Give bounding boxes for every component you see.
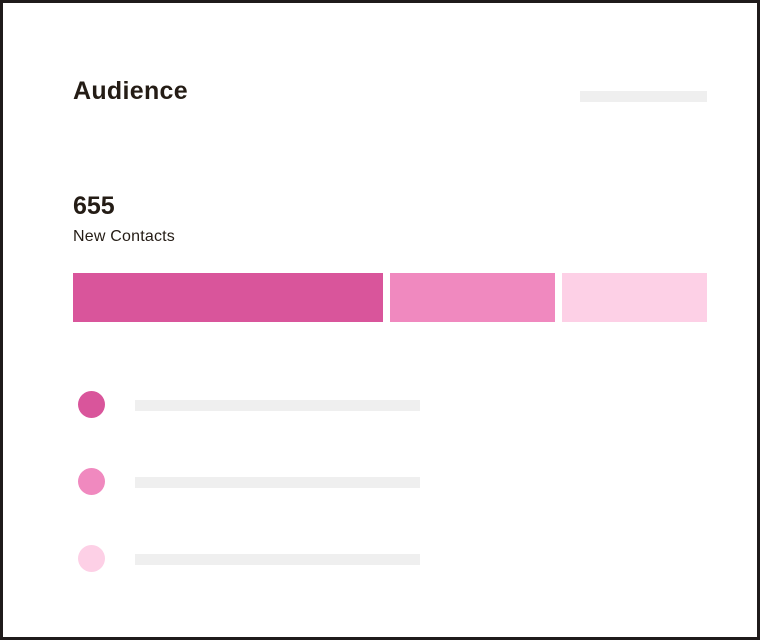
legend-placeholder-line: [135, 554, 420, 565]
bar-segment-3[interactable]: [561, 273, 707, 322]
bar-segment-1[interactable]: [73, 273, 383, 322]
legend-item-2: [77, 468, 477, 496]
legend-dot-icon: [78, 545, 105, 572]
legend-item-1: [77, 391, 477, 419]
audience-breakdown-bar: [73, 273, 707, 322]
legend-placeholder-line: [135, 400, 420, 411]
legend-dot-icon: [78, 391, 105, 418]
new-contacts-label: New Contacts: [73, 228, 175, 245]
card-title: Audience: [73, 77, 188, 105]
legend-placeholder-line: [135, 477, 420, 488]
new-contacts-count: 655: [73, 192, 115, 220]
legend-item-3: [77, 545, 477, 573]
legend-dot-icon: [78, 468, 105, 495]
bar-segment-2[interactable]: [390, 273, 555, 322]
header-placeholder-line: [580, 91, 707, 102]
